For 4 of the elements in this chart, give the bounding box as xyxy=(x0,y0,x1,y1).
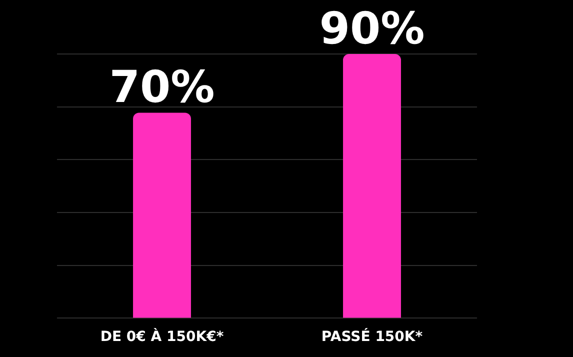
x-tick-label: DE 0€ À 150K€* xyxy=(100,328,224,346)
x-tick-label: PASSÉ 150K* xyxy=(321,328,424,346)
data-label: 70% xyxy=(109,62,215,114)
data-label: 90% xyxy=(319,3,425,54)
